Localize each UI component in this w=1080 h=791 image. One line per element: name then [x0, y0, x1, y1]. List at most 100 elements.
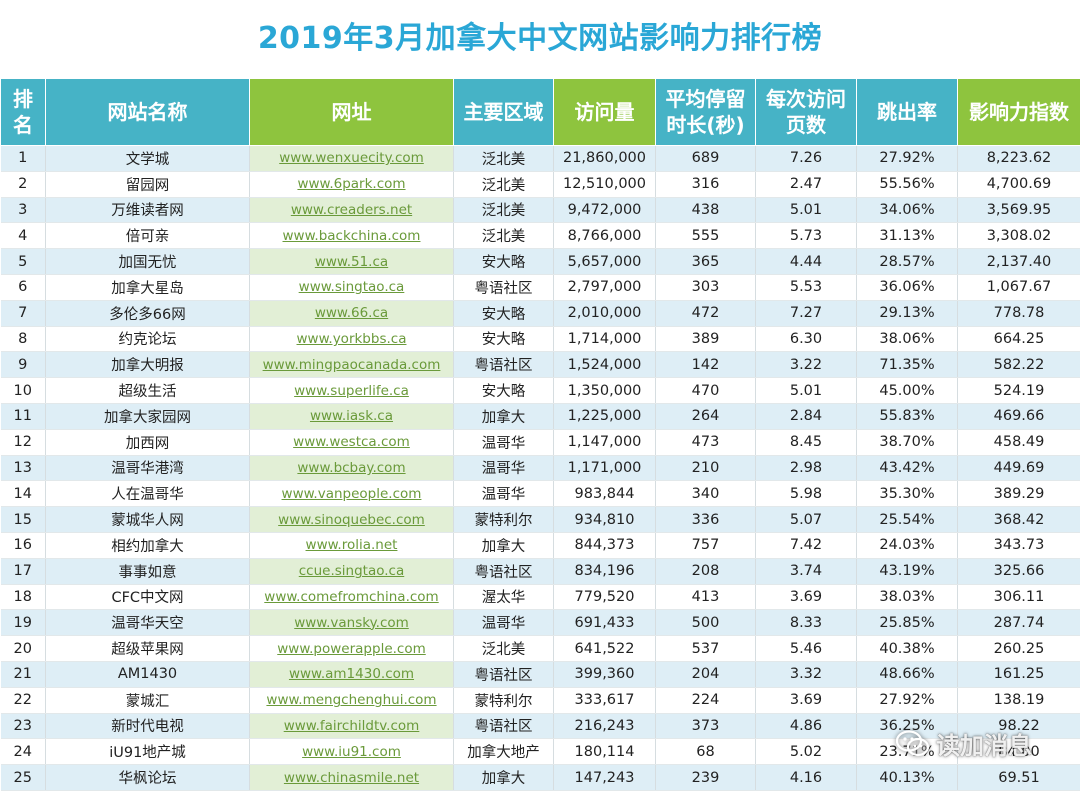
cell-bounce-rate: 40.13% — [856, 764, 958, 791]
cell-bounce-rate: 55.56% — [856, 171, 958, 198]
cell-influence-index: 458.49 — [957, 429, 1080, 456]
cell-avg-time: 537 — [655, 635, 756, 662]
cell-pages-per-visit: 7.42 — [755, 532, 857, 559]
cell-url[interactable]: www.iask.ca — [249, 403, 454, 430]
cell-url[interactable]: www.vanpeople.com — [249, 480, 454, 508]
cell-bounce-rate: 38.06% — [856, 326, 958, 353]
cell-pages-per-visit: 2.98 — [755, 455, 857, 482]
cell-rank: 13 — [0, 455, 46, 482]
cell-url[interactable]: www.creaders.net — [249, 197, 454, 224]
cell-rank: 7 — [0, 300, 46, 327]
cell-url[interactable]: www.westca.com — [249, 429, 454, 456]
cell-site-name: 加国无忧 — [45, 248, 250, 275]
cell-visits: 333,617 — [553, 687, 656, 714]
cell-url[interactable]: www.backchina.com — [249, 222, 454, 250]
cell-avg-time: 208 — [655, 558, 756, 585]
cell-rank: 6 — [0, 274, 46, 301]
header-rank: 排名 — [0, 78, 46, 146]
cell-site-name: 蒙城汇 — [45, 687, 250, 714]
table-header: 排名 网站名称 网址 主要区域 访问量 平均停留时长(秒) 每次访问页数 跳出率… — [0, 78, 1080, 146]
cell-influence-index: 368.42 — [957, 506, 1080, 533]
header-name: 网站名称 — [45, 78, 250, 146]
cell-influence-index: 161.25 — [957, 661, 1080, 688]
cell-url[interactable]: www.am1430.com — [249, 661, 454, 688]
cell-url[interactable]: www.superlife.ca — [249, 377, 454, 404]
cell-visits: 216,243 — [553, 713, 656, 740]
cell-url[interactable]: www.rolia.net — [249, 532, 454, 559]
cell-url[interactable]: www.comefromchina.com — [249, 584, 454, 611]
cell-avg-time: 239 — [655, 764, 756, 791]
cell-url[interactable]: www.singtao.ca — [249, 274, 454, 301]
cell-site-name: 相约加拿大 — [45, 532, 250, 559]
cell-avg-time: 473 — [655, 429, 756, 456]
cell-url[interactable]: www.mengchenghui.com — [249, 687, 454, 714]
cell-url[interactable]: www.fairchildtv.com — [249, 713, 454, 740]
cell-visits: 21,860,000 — [553, 145, 656, 172]
cell-site-name: 留园网 — [45, 171, 250, 198]
cell-avg-time: 316 — [655, 171, 756, 198]
cell-bounce-rate: 43.19% — [856, 558, 958, 585]
cell-avg-time: 303 — [655, 274, 756, 301]
watermark-text: 读加消息 — [936, 732, 1032, 760]
cell-influence-index: 138.19 — [957, 687, 1080, 714]
cell-bounce-rate: 36.06% — [856, 274, 958, 301]
cell-avg-time: 500 — [655, 609, 756, 637]
cell-avg-time: 689 — [655, 145, 756, 172]
cell-region: 安大略 — [453, 248, 554, 275]
table-row: 9 加拿大明报 www.mingpaocanada.com 粤语社区 1,524,000… — [0, 351, 1080, 379]
cell-url[interactable]: www.powerapple.com — [249, 635, 454, 662]
cell-influence-index: 306.11 — [957, 584, 1080, 611]
table-row: 8 约克论坛 www.yorkbbs.ca 安大略 1,714,000 389 6.30 38… — [0, 326, 1080, 353]
cell-visits: 1,714,000 — [553, 326, 656, 353]
cell-url[interactable]: www.bcbay.com — [249, 455, 454, 482]
cell-url[interactable]: www.iu91.com — [249, 738, 454, 766]
table-row: 20 超级苹果网 www.powerapple.com 泛北美 641,522 537 5.… — [0, 635, 1080, 662]
cell-pages-per-visit: 5.07 — [755, 506, 857, 533]
cell-url[interactable]: www.66.ca — [249, 300, 454, 327]
cell-rank: 22 — [0, 687, 46, 714]
cell-site-name: 温哥华天空 — [45, 609, 250, 637]
cell-bounce-rate: 71.35% — [856, 351, 958, 379]
table-row: 2 留园网 www.6park.com 泛北美 12,510,000 316 2.47 55.… — [0, 171, 1080, 198]
cell-region: 泛北美 — [453, 171, 554, 198]
cell-url[interactable]: www.vansky.com — [249, 609, 454, 637]
cell-bounce-rate: 35.30% — [856, 480, 958, 508]
cell-visits: 2,797,000 — [553, 274, 656, 301]
cell-url[interactable]: ccue.singtao.ca — [249, 558, 454, 585]
cell-rank: 17 — [0, 558, 46, 585]
cell-visits: 9,472,000 — [553, 197, 656, 224]
header-url: 网址 — [249, 78, 454, 146]
cell-bounce-rate: 36.25% — [856, 713, 958, 740]
cell-url[interactable]: www.51.ca — [249, 248, 454, 275]
cell-url[interactable]: www.wenxuecity.com — [249, 145, 454, 172]
cell-region: 温哥华 — [453, 429, 554, 456]
cell-url[interactable]: www.chinasmile.net — [249, 764, 454, 791]
cell-pages-per-visit: 5.01 — [755, 197, 857, 224]
cell-avg-time: 204 — [655, 661, 756, 688]
cell-site-name: 温哥华港湾 — [45, 455, 250, 482]
cell-influence-index: 2,137.40 — [957, 248, 1080, 275]
cell-influence-index: 84.00 — [957, 738, 1080, 766]
cell-rank: 10 — [0, 377, 46, 404]
cell-rank: 4 — [0, 222, 46, 250]
table-row: 12 加西网 www.westca.com 温哥华 1,147,000 473 8.45 38… — [0, 429, 1080, 456]
cell-url[interactable]: www.mingpaocanada.com — [249, 351, 454, 379]
cell-bounce-rate: 55.83% — [856, 403, 958, 430]
cell-pages-per-visit: 3.69 — [755, 584, 857, 611]
header-rank-label: 排名 — [13, 87, 33, 137]
cell-pages-per-visit: 5.02 — [755, 738, 857, 766]
cell-region: 粤语社区 — [453, 713, 554, 740]
cell-url[interactable]: www.6park.com — [249, 171, 454, 198]
cell-url[interactable]: www.yorkbbs.ca — [249, 326, 454, 353]
cell-pages-per-visit: 4.86 — [755, 713, 857, 740]
cell-visits: 1,171,000 — [553, 455, 656, 482]
cell-avg-time: 373 — [655, 713, 756, 740]
cell-avg-time: 264 — [655, 403, 756, 430]
cell-rank: 18 — [0, 584, 46, 611]
cell-pages-per-visit: 5.98 — [755, 480, 857, 508]
cell-bounce-rate: 25.54% — [856, 506, 958, 533]
cell-url[interactable]: www.sinoquebec.com — [249, 506, 454, 533]
cell-site-name: 文学城 — [45, 145, 250, 172]
cell-region: 泛北美 — [453, 222, 554, 250]
cell-site-name: 超级苹果网 — [45, 635, 250, 662]
